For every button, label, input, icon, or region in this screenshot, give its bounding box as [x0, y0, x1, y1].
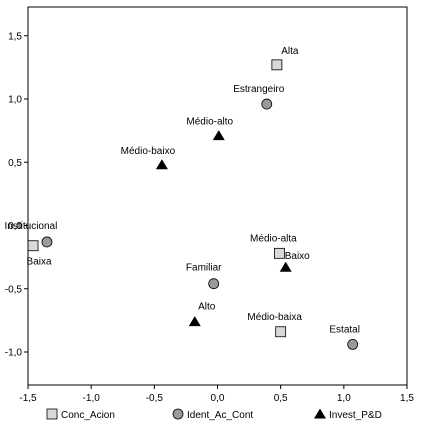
legend-label: Conc_Acion	[61, 410, 115, 421]
x-tick-label: 1,0	[337, 393, 351, 404]
legend: Conc_Acion Ident_Ac_Cont Invest_P&D	[46, 408, 382, 421]
square-marker	[27, 240, 39, 252]
y-tick-label: 1,0	[8, 95, 22, 106]
legend-square-marker	[46, 408, 58, 420]
point-label: Alto	[198, 302, 216, 313]
y-tick-label: -1,0	[5, 348, 23, 359]
legend-label: Ident_Ac_Cont	[187, 410, 253, 421]
legend-label: Invest_P&D	[329, 410, 382, 421]
legend-triangle-marker	[314, 408, 326, 419]
circle-marker	[347, 339, 359, 350]
y-tick-label: -0,5	[5, 284, 23, 295]
triangle-marker	[279, 261, 292, 272]
x-tick-label: 1,5	[400, 393, 414, 404]
y-tick-label: 1,5	[8, 31, 22, 42]
point-label: Estatal	[329, 324, 360, 335]
x-tick-label: 0,5	[274, 393, 288, 404]
legend-circle-marker	[172, 408, 184, 420]
x-tick-label: 0,0	[211, 393, 225, 404]
point-label: Médio-baixa	[247, 312, 302, 323]
point-label: Institucional	[5, 221, 58, 232]
triangle-marker	[155, 159, 168, 170]
point-label: Médio-alta	[250, 233, 297, 244]
point-label: Médio-alto	[186, 117, 233, 128]
circle-marker	[208, 278, 220, 290]
plot-frame	[27, 6, 408, 386]
point-label: Médio-baixo	[121, 146, 176, 157]
x-tick-label: -1,5	[19, 393, 37, 404]
x-tick-label: -0,5	[146, 393, 164, 404]
circle-marker	[261, 98, 273, 110]
point-label: Baixa	[27, 257, 52, 268]
square-marker	[275, 326, 287, 338]
triangle-marker	[188, 316, 201, 327]
point-label: Familiar	[186, 263, 222, 274]
point-label: Baixo	[285, 251, 310, 262]
x-tick-label: -1,0	[83, 393, 101, 404]
square-marker	[274, 247, 285, 259]
triangle-marker	[212, 130, 225, 141]
y-axis-ticks: -1,0 -0,5 0,0 0,5 1,0 1,5	[5, 31, 28, 359]
y-tick-label: 0,0	[8, 221, 22, 232]
point-label: Alta	[281, 46, 299, 57]
y-tick-label: 0,5	[8, 158, 22, 169]
x-axis-ticks: -1,5 -1,0 -0,5 0,0 0,5 1,0 1,5	[19, 385, 414, 404]
square-marker	[271, 59, 283, 71]
circle-marker	[41, 236, 53, 248]
data-points: Alta Médio-alta Médio-baixa Baixa Estrangeir…	[5, 46, 360, 350]
point-label: Estrangeiro	[233, 84, 285, 95]
